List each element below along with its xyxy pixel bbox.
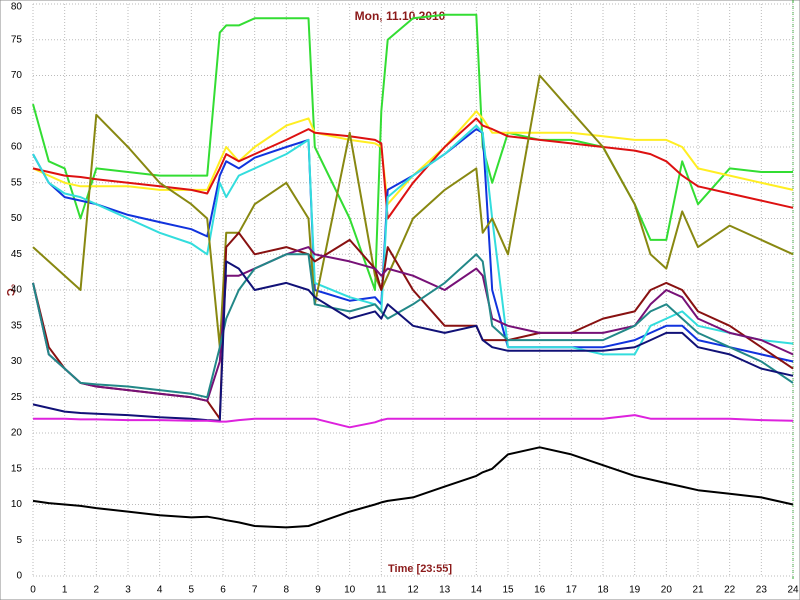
x-tick-label: 2	[94, 585, 100, 596]
x-tick-label: 12	[407, 585, 419, 596]
y-tick-label: 50	[11, 213, 23, 224]
series-line	[32, 13, 793, 291]
y-tick-label: 25	[11, 392, 23, 403]
x-tick-label: 0	[30, 585, 36, 596]
x-tick-label: 11	[376, 585, 387, 596]
lines	[32, 13, 794, 529]
x-tick-label: 20	[661, 585, 673, 596]
y-tick-label: 0	[16, 571, 22, 582]
y-axis-label: °C	[4, 284, 16, 296]
y-tick-label: 20	[11, 428, 23, 439]
x-tick-label: 16	[534, 585, 546, 596]
y-tick-label: 75	[11, 34, 23, 45]
x-tick-label: 24	[787, 585, 799, 596]
y-tick-label: 80	[11, 2, 23, 13]
y-tick-label: 70	[11, 70, 23, 81]
series-line	[32, 117, 794, 220]
x-tick-label: 19	[629, 585, 641, 596]
x-tick-label: 3	[125, 585, 131, 596]
x-tick-label: 8	[284, 585, 290, 596]
y-tick-label: 10	[11, 499, 23, 510]
x-tick-label: 9	[315, 585, 321, 596]
x-tick-label: 13	[439, 585, 451, 596]
x-tick-label: 14	[471, 585, 483, 596]
y-tick-label: 5	[16, 535, 22, 546]
x-tick-label: 6	[220, 585, 226, 596]
y-tick-label: 40	[11, 285, 23, 296]
x-tick-label: 23	[756, 585, 768, 596]
x-tick-label: 17	[566, 585, 578, 596]
x-tick-label: 4	[157, 585, 163, 596]
y-tick-label: 65	[11, 106, 23, 117]
x-tick-label: 10	[344, 585, 356, 596]
chart-title: Mon, 11.10.2010	[355, 9, 446, 23]
series-line	[32, 253, 794, 399]
x-tick-label: 15	[502, 585, 514, 596]
y-tick-label: 55	[11, 177, 23, 188]
x-tick-label: 5	[189, 585, 195, 596]
series-line	[32, 260, 794, 422]
y-tick-label: 30	[11, 356, 23, 367]
x-axis-label: Time [23:55]	[388, 563, 452, 575]
y-tick-label: 45	[11, 249, 23, 260]
x-tick-label: 1	[62, 585, 68, 596]
y-tick-label: 60	[11, 142, 23, 153]
y-tick-label: 15	[11, 463, 23, 474]
series-line	[33, 414, 794, 429]
x-tick-label: 18	[597, 585, 609, 596]
x-tick-label: 7	[252, 585, 258, 596]
x-tick-label: 21	[692, 585, 704, 596]
y-tick-label: 35	[11, 320, 23, 331]
series-line	[32, 246, 794, 402]
series-line	[32, 446, 794, 529]
x-tick-label: 22	[724, 585, 736, 596]
